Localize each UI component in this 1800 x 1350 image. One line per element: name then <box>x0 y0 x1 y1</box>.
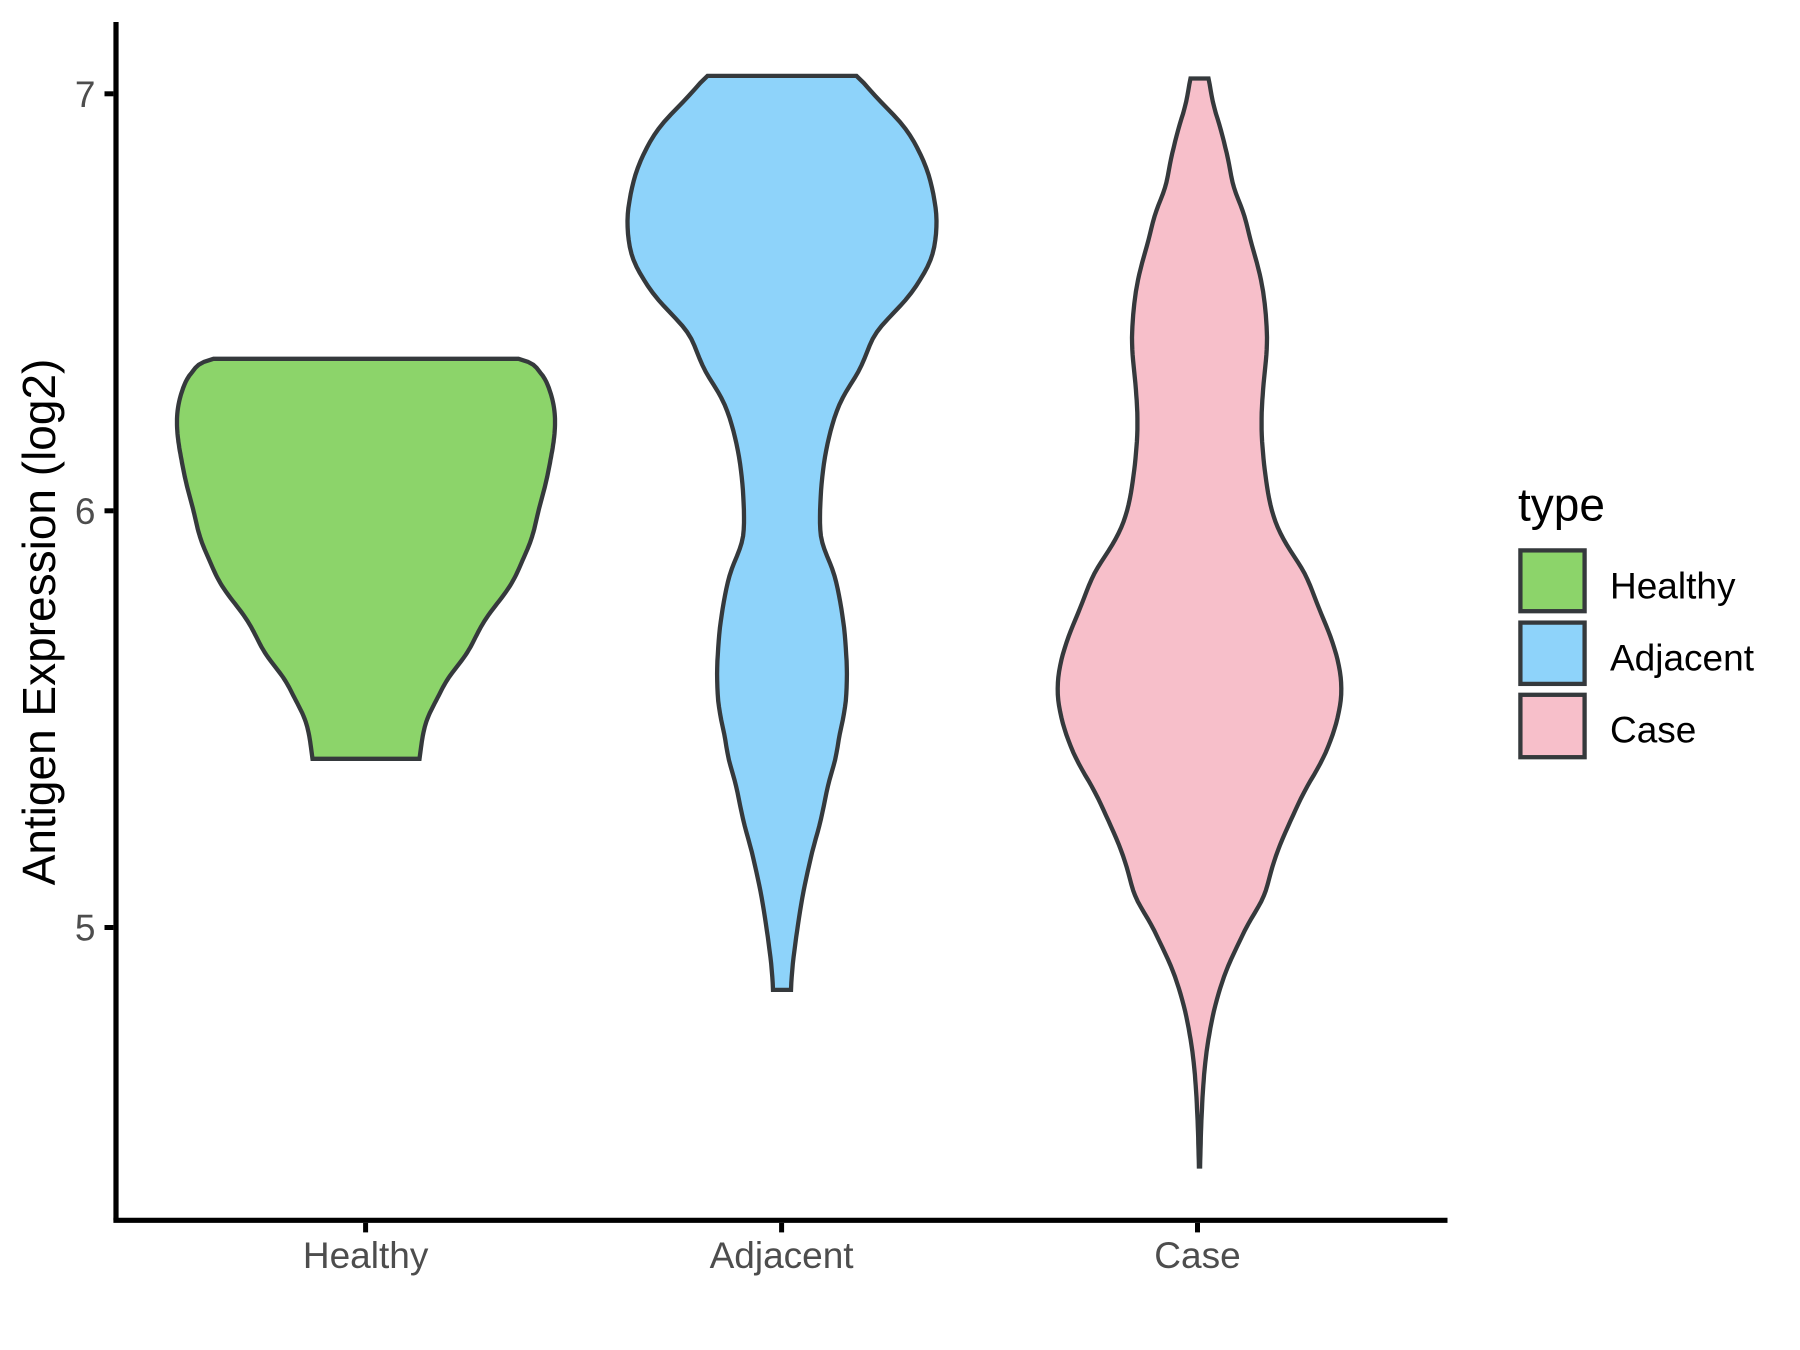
svg-text:Healthy: Healthy <box>303 1235 429 1276</box>
svg-text:7: 7 <box>75 74 96 115</box>
svg-text:Case: Case <box>1154 1235 1240 1276</box>
svg-text:6: 6 <box>75 491 96 532</box>
svg-text:Adjacent: Adjacent <box>710 1235 855 1276</box>
svg-text:Healthy: Healthy <box>1610 565 1736 606</box>
svg-text:Adjacent: Adjacent <box>1610 638 1755 679</box>
svg-text:Case: Case <box>1610 710 1696 751</box>
svg-text:5: 5 <box>75 908 96 949</box>
svg-text:type: type <box>1518 479 1605 531</box>
svg-text:Antigen Expression (log2): Antigen Expression (log2) <box>13 359 65 886</box>
